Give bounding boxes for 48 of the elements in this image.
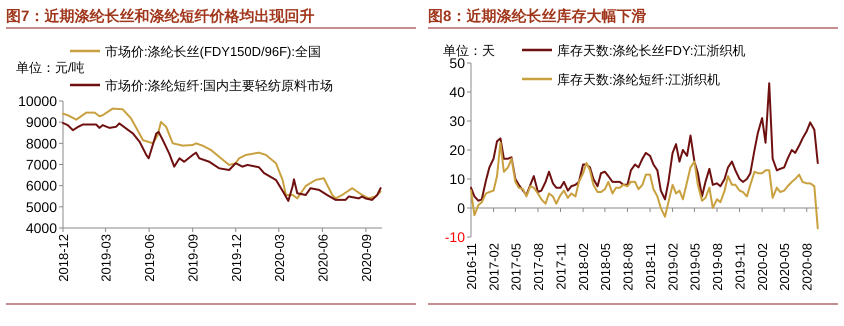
y-tick-label: 40 — [449, 84, 466, 100]
chart-title: 图7：近期涤纶长丝和涤纶短纤价格均出现回升 — [6, 8, 314, 25]
x-tick-label: 2018-05 — [598, 243, 613, 291]
line-series — [62, 122, 382, 202]
y-tick-label: 9000 — [26, 114, 58, 130]
x-tick-label: 2016-11 — [464, 243, 479, 290]
text: 单位：天 — [443, 43, 495, 58]
x-tick-label: 2018-02 — [576, 243, 592, 291]
legend-label: 库存天数:涤纶短纤:江浙织机 — [557, 72, 720, 87]
x-tick-label: 2017-05 — [508, 243, 524, 291]
x-tick-label: 2020-08 — [800, 243, 815, 291]
x-tick-label: 2020-03 — [272, 234, 287, 282]
x-tick-label: 2019-03 — [98, 234, 114, 282]
y-tick-label: 30 — [449, 113, 466, 129]
y-tick-label: 10000 — [18, 93, 58, 109]
x-tick-label: 2019-08 — [710, 243, 725, 291]
y-tick-label: 20 — [449, 142, 466, 158]
y-tick-label: 4000 — [26, 220, 58, 236]
y-tick-label: 6000 — [26, 178, 58, 194]
x-tick-label: 2019-06 — [142, 234, 158, 282]
x-tick-label: 2018-11 — [643, 243, 658, 290]
y-tick-label: 7000 — [26, 156, 58, 172]
x-tick-label: 2020-02 — [755, 243, 770, 291]
x-tick-label: 2020-05 — [777, 243, 792, 291]
y-tick-label: 10 — [449, 171, 466, 187]
x-tick-label: 2018-12 — [56, 234, 71, 282]
x-tick-label: 2019-02 — [666, 243, 681, 291]
x-tick-label: 2020-09 — [358, 234, 374, 282]
y-tick-label: 0 — [457, 200, 466, 216]
y-tick-label: 8000 — [26, 135, 58, 152]
x-tick-label: 2017-02 — [486, 243, 502, 291]
x-tick-label: 2019-11 — [732, 243, 748, 290]
chart-title: 图8：近期涤纶长丝库存大幅下滑 — [428, 7, 646, 25]
x-tick-label: 2017-08 — [530, 243, 546, 291]
text: 单位：元/吨 — [16, 60, 85, 75]
y-tick-label: -10 — [444, 229, 466, 245]
x-tick-label: 2020-06 — [315, 234, 330, 282]
y-tick-label: 5000 — [26, 198, 58, 215]
line-series — [470, 142, 819, 230]
x-tick-label: 2019-05 — [687, 243, 702, 291]
x-tick-label: 2019-12 — [228, 234, 244, 282]
x-tick-label: 2017-11 — [554, 243, 569, 290]
x-tick-label: 2019-09 — [186, 234, 201, 282]
line-series — [62, 108, 382, 200]
x-tick-label: 2018-08 — [620, 243, 636, 291]
legend-label: 库存天数:涤纶长丝FDY:江浙织机 — [557, 43, 746, 58]
legend-label: 市场价:涤纶长丝(FDY150D/96F):全国 — [105, 44, 321, 59]
legend-label: 市场价:涤纶短纤:国内主要轻纺原料市场 — [105, 78, 334, 93]
